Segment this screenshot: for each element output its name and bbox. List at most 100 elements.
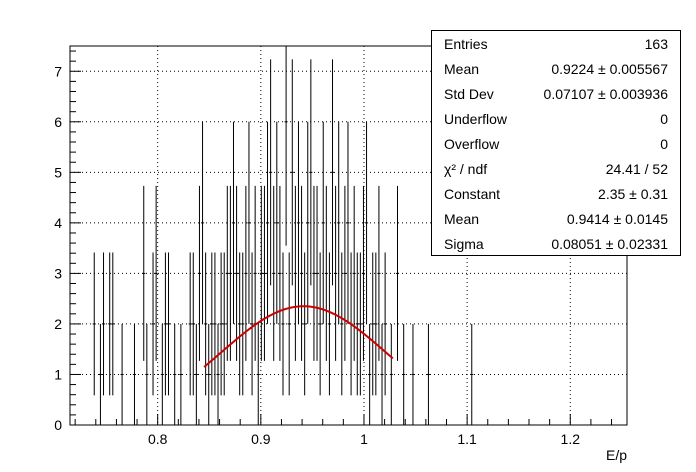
histogram-bin	[250, 252, 254, 396]
stats-value: 0	[660, 111, 668, 127]
stats-row-fit-mean: Mean 0.9414 ± 0.0145	[432, 207, 680, 232]
histogram-bin	[272, 185, 276, 361]
stats-label: Entries	[444, 36, 488, 52]
stats-value: 2.35 ± 0.31	[598, 186, 668, 202]
histogram-bin	[207, 323, 211, 425]
histogram-bin	[197, 185, 201, 361]
stats-label: Std Dev	[444, 86, 494, 102]
stats-box: Entries 163 Mean 0.9224 ± 0.005567 Std D…	[431, 30, 681, 256]
stats-value: 0.08051 ± 0.02331	[551, 236, 668, 252]
y-tick-label: 5	[54, 164, 62, 180]
histogram-bin	[142, 185, 146, 361]
stats-value: 163	[644, 36, 668, 52]
histogram-bin	[160, 323, 164, 425]
x-tick-label: 1.1	[457, 431, 477, 447]
histogram-bin	[365, 121, 369, 324]
histogram-bin	[235, 185, 239, 361]
y-tick-label: 3	[54, 265, 62, 281]
histogram-bin	[151, 252, 155, 396]
histogram-bin	[265, 121, 270, 324]
stats-label: Mean	[444, 211, 480, 227]
histogram-bin	[92, 252, 96, 396]
histogram-bin	[244, 185, 248, 361]
y-tick-label: 0	[54, 417, 62, 433]
histogram-bin	[132, 323, 137, 425]
histogram-bin	[361, 185, 366, 361]
stats-value: 0.07107 ± 0.003936	[543, 86, 668, 102]
x-tick-label: 1	[360, 431, 368, 447]
gaussian-fit-curve	[203, 305, 394, 368]
histogram-bin	[395, 185, 400, 361]
histogram-bin	[231, 121, 236, 324]
histogram-bin	[306, 121, 310, 324]
histogram-bin	[108, 252, 112, 396]
stats-label: Mean	[444, 61, 480, 77]
histogram-bin	[312, 185, 316, 361]
histogram-bin	[204, 252, 208, 396]
histogram-bin	[111, 252, 115, 396]
stats-value: 0.9414 ± 0.0145	[566, 211, 668, 227]
stats-label: Sigma	[444, 236, 484, 252]
y-tick-label: 7	[54, 63, 62, 79]
histogram-bin	[309, 59, 313, 286]
histogram-bin	[343, 185, 347, 361]
histogram-bin	[281, 252, 285, 396]
histogram-bin	[222, 252, 226, 396]
histogram-bin	[287, 252, 291, 396]
histogram-bin	[253, 185, 257, 361]
stats-row-entries: Entries 163	[432, 32, 680, 57]
histogram-bin	[300, 185, 304, 361]
histogram-bin	[290, 59, 294, 286]
y-tick-label: 4	[54, 215, 62, 231]
x-tick-label: 0.9	[251, 431, 271, 447]
histogram-bin	[321, 121, 325, 324]
histogram-bin	[179, 323, 183, 425]
histogram-bin	[262, 185, 266, 361]
stats-row-mean: Mean 0.9224 ± 0.005567	[432, 57, 680, 82]
histogram-bin	[358, 252, 362, 396]
y-tick-label: 2	[54, 316, 62, 332]
y-tick-label: 6	[54, 114, 62, 130]
histogram-bin	[278, 185, 282, 361]
histogram-bin	[284, 46, 288, 246]
histogram-bin	[334, 185, 338, 361]
histogram-bin	[470, 323, 474, 425]
histogram-bin	[188, 252, 192, 396]
histogram-bin	[346, 121, 350, 324]
stats-label: Underflow	[444, 111, 508, 127]
histogram-bin	[120, 323, 124, 425]
histogram-bin	[101, 252, 106, 396]
histogram-bin	[352, 185, 356, 361]
histogram-bin	[163, 252, 167, 396]
axes: 0.8 0.9 1 1.1 1.2 0 1 2 3 4 5 6 7	[54, 50, 613, 447]
stats-row-sigma: Sigma 0.08051 ± 0.02331	[432, 232, 680, 257]
histogram-bin	[377, 185, 381, 361]
histogram-bins	[92, 46, 474, 425]
histogram-bin	[330, 59, 335, 286]
x-tick-label: 0.8	[148, 431, 168, 447]
histogram-bin	[411, 323, 415, 425]
stats-row-constant: Constant 2.35 ± 0.31	[432, 182, 680, 207]
histogram-bin	[194, 323, 198, 425]
stats-row-chi2: χ² / ndf 24.41 / 52	[432, 157, 680, 182]
stats-label: Constant	[444, 186, 501, 202]
stats-label: Overflow	[444, 136, 500, 152]
histogram-bin	[327, 252, 331, 396]
histogram-bin	[340, 252, 344, 396]
histogram-bin	[368, 323, 372, 425]
histogram-bin	[337, 121, 341, 324]
histogram-bin	[315, 185, 319, 361]
histogram-bin	[145, 323, 149, 425]
histogram-bin	[303, 252, 307, 396]
histogram-bin	[191, 252, 195, 396]
histogram-bin	[355, 252, 359, 396]
histogram-bin	[228, 185, 232, 361]
histogram-bin	[318, 252, 322, 396]
histogram-bin	[426, 323, 430, 425]
histogram-bin	[173, 323, 177, 425]
histogram-bin	[98, 323, 102, 425]
histogram-bin	[216, 323, 220, 425]
histogram-bin	[210, 252, 214, 396]
stats-row-overflow: Overflow 0	[432, 132, 680, 157]
